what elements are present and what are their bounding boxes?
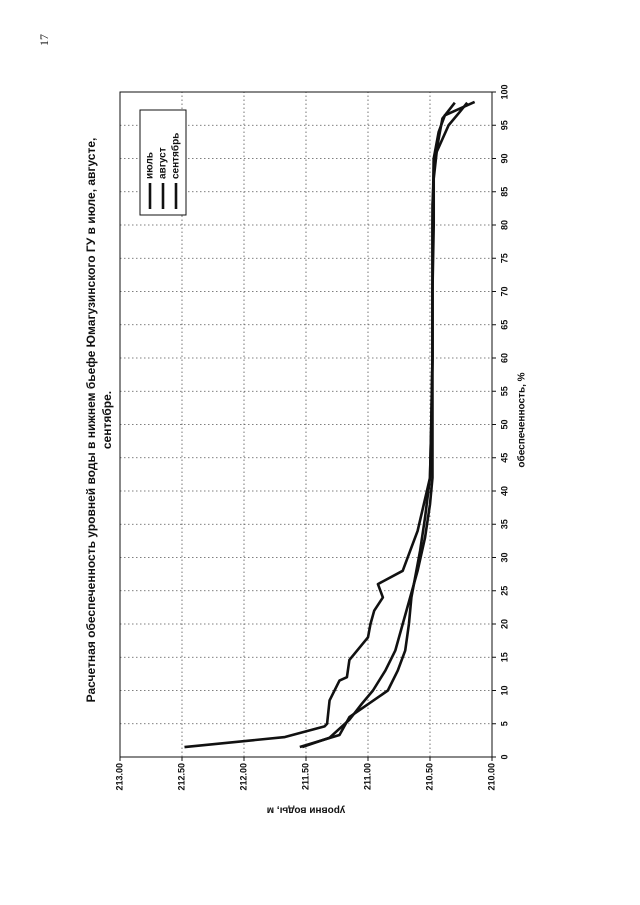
x-tick-label: 45 <box>499 453 509 463</box>
y-tick-label: 212.00 <box>238 763 248 791</box>
y-tick-label: 212.50 <box>176 763 186 791</box>
x-tick-label: 100 <box>499 84 509 99</box>
x-tick-label: 40 <box>499 486 509 496</box>
y-tick-label: 211.00 <box>362 763 372 790</box>
x-tick-label: 75 <box>499 253 509 263</box>
legend-box <box>139 109 187 216</box>
y-tick-label: 210.00 <box>486 763 496 791</box>
legend-label: сентябрь <box>170 133 182 179</box>
x-tick-label: 25 <box>499 586 509 596</box>
x-tick-label: 90 <box>499 153 509 163</box>
x-tick-label: 70 <box>499 286 509 296</box>
x-tick-label: 15 <box>499 652 509 662</box>
x-tick-label: 80 <box>499 220 509 230</box>
x-tick-label: 65 <box>499 320 509 330</box>
x-tick-label: 85 <box>499 187 509 197</box>
series-line <box>301 101 469 749</box>
x-tick-label: 0 <box>499 754 509 759</box>
plot-frame <box>119 91 493 758</box>
chart-title: сентябре. <box>100 391 114 449</box>
x-tick-label: 30 <box>499 552 509 562</box>
y-axis-label: уровни воды, м <box>267 804 346 815</box>
rotated-chart: 17 Расчетная обеспеченность уровней воды… <box>37 34 528 815</box>
y-tick-label: 210.50 <box>424 763 434 791</box>
x-tick-label: 60 <box>499 353 509 363</box>
page-number: 17 <box>37 34 51 46</box>
legend-label: июль <box>145 152 156 179</box>
x-tick-label: 10 <box>499 685 509 695</box>
x-tick-label: 95 <box>499 120 509 130</box>
legend-label: август <box>158 147 169 179</box>
x-axis-label: обеспеченность, % <box>516 372 528 467</box>
x-tick-label: 55 <box>499 386 509 396</box>
x-tick-label: 50 <box>499 419 509 429</box>
x-tick-label: 5 <box>499 721 509 726</box>
x-tick-label: 35 <box>499 519 509 529</box>
x-tick-label: 20 <box>499 619 509 629</box>
y-tick-label: 213.00 <box>114 763 124 791</box>
y-tick-label: 211.50 <box>300 763 310 790</box>
chart-title: Расчетная обеспеченность уровней воды в … <box>84 138 98 703</box>
